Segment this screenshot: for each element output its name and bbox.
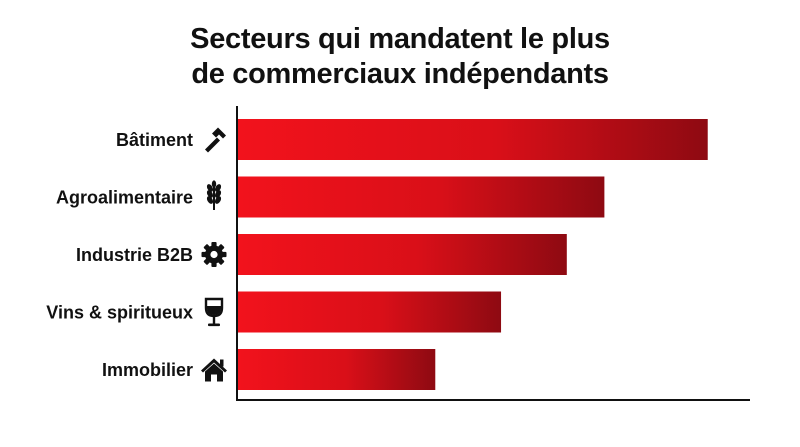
wine-glass-icon bbox=[204, 297, 224, 327]
bar-4 bbox=[238, 349, 436, 390]
category-icons bbox=[201, 127, 227, 382]
wheat-icon bbox=[206, 180, 222, 210]
bar-0 bbox=[238, 119, 708, 160]
chart-title-line-1: Secteurs qui mandatent le plus bbox=[190, 23, 610, 55]
bar-3 bbox=[238, 291, 502, 333]
bar-1 bbox=[238, 176, 605, 218]
category-label-4: Immobilier bbox=[102, 360, 193, 380]
category-label-2: Industrie B2B bbox=[76, 245, 193, 265]
gear-icon bbox=[201, 242, 227, 267]
category-label-0: Bâtiment bbox=[116, 130, 193, 150]
category-label-3: Vins & spiritueux bbox=[46, 303, 193, 323]
house-icon bbox=[201, 358, 227, 382]
chart-title-line-2: de commerciaux indépendants bbox=[191, 58, 609, 90]
hammer-icon bbox=[205, 127, 226, 153]
category-labels: Bâtiment Agroalimentaire Industrie B2B Vins… bbox=[46, 130, 193, 380]
category-label-1: Agroalimentaire bbox=[56, 188, 193, 208]
chart-title: Secteurs qui mandatent le plus de commer… bbox=[0, 22, 800, 92]
bar-2 bbox=[238, 234, 567, 275]
bars-layer bbox=[238, 119, 708, 390]
